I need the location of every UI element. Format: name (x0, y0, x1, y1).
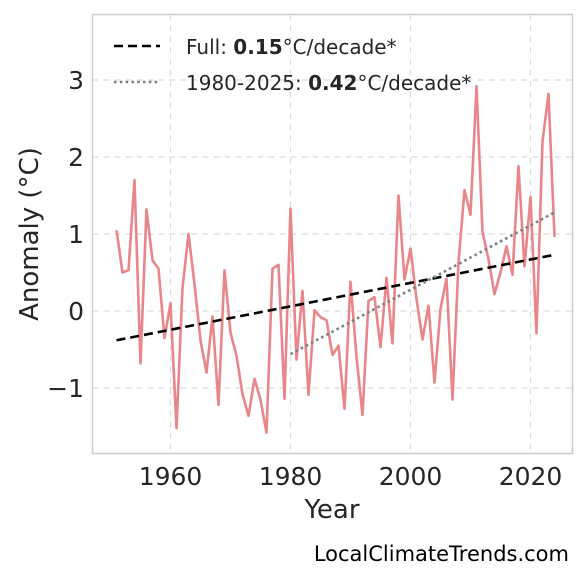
legend-recent-label: 1980-2025: 0.42°C/decade* (186, 71, 471, 95)
y-axis-label: Anomaly (°C) (15, 147, 45, 321)
x-tick-label: 1960 (139, 462, 203, 491)
y-tick-label: 2 (68, 143, 84, 172)
legend-full-label: Full: 0.15°C/decade* (186, 35, 397, 59)
y-tick-labels: −1 0 1 2 3 (47, 66, 84, 403)
plot-frame (91, 13, 574, 455)
y-tick-label: 1 (68, 220, 84, 249)
y-tick-label: 3 (68, 66, 84, 95)
legend-recent-value: 0.42 (308, 71, 357, 95)
full-trend-line (116, 253, 555, 342)
legend-full-value: 0.15 (233, 35, 282, 59)
anomaly-series-line (115, 84, 556, 435)
x-tick-label: 2020 (499, 462, 563, 491)
legend: Full: 0.15°C/decade* 1980-2025: 0.42°C/d… (114, 35, 471, 95)
recent-trend-line (289, 211, 556, 356)
site-credit: LocalClimateTrends.com (314, 542, 569, 566)
x-axis-label: Year (303, 495, 359, 525)
x-tick-label: 1980 (259, 462, 323, 491)
legend-recent-suffix: °C/decade* (357, 71, 471, 95)
legend-full-prefix: Full: (186, 35, 233, 59)
series-layer (115, 84, 556, 435)
x-tick-label: 2000 (379, 462, 443, 491)
legend-full-suffix: °C/decade* (283, 35, 397, 59)
grid-lines (92, 14, 573, 454)
y-tick-label: −1 (47, 374, 84, 403)
y-tick-label: 0 (68, 297, 84, 326)
x-tick-labels: 1960 1980 2000 2020 (139, 462, 563, 491)
legend-recent-prefix: 1980-2025: (186, 71, 308, 95)
